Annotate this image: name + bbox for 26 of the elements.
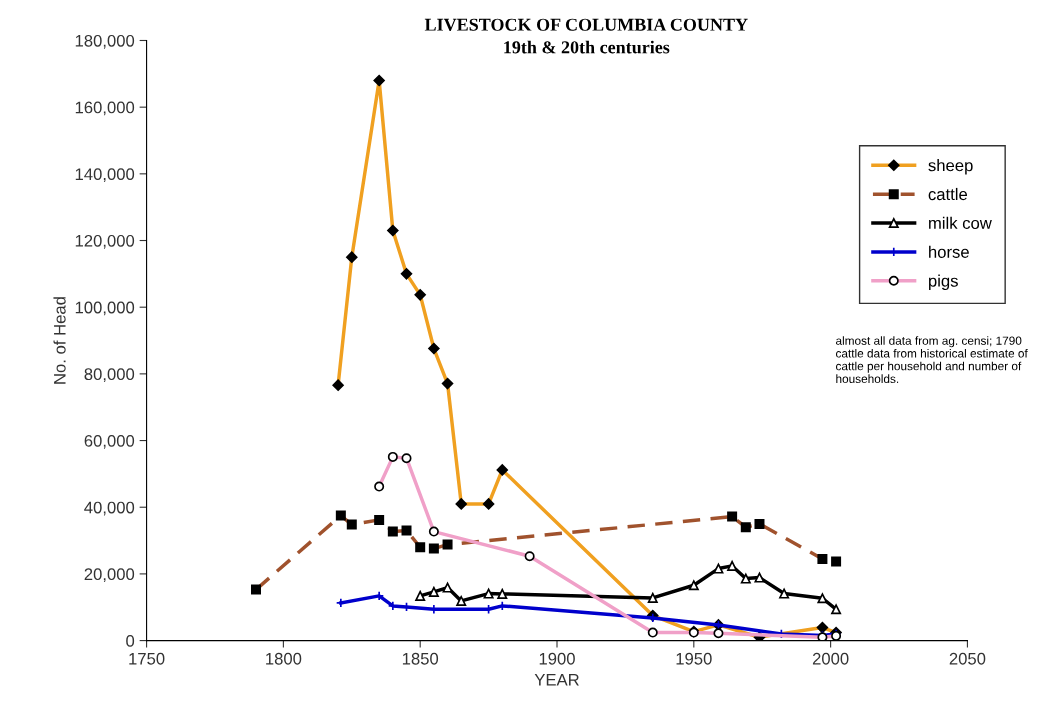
annotation: almost all data from ag. censi; 1790 cattle data from historical estimate of cattle per household and number of households. [836,336,1028,384]
y-tick-label: 60,000 [84,434,135,449]
y-tick-label: 140,000 [75,168,135,183]
x-tick-label: 2050 [949,652,986,665]
x-tick-label: 1850 [402,652,439,665]
y-tick-label: 80,000 [84,368,135,383]
x-tick-label: 2000 [812,652,849,665]
legend-label: pigs [929,274,958,291]
y-tick-label: 0 [126,634,135,647]
x-tick-label: 1900 [539,652,575,665]
y-tick-label: 100,000 [75,301,135,316]
legend-label: horse [929,245,969,258]
y-tick-label: 180,000 [75,34,135,49]
legend-label: milk cow [929,216,992,230]
y-tick-label: 40,000 [84,501,135,516]
x-axis-title: YEAR [534,674,579,686]
y-axis-title: No. of Head [53,297,66,384]
y-tick-label: 20,000 [84,568,135,583]
chart-title: LIVESTOCK OF COLUMBIA COUNTY 19th & 20th centuries [424,18,748,54]
y-tick-label: 120,000 [75,234,135,249]
y-tick-label: 160,000 [75,101,135,116]
x-tick-label: 1950 [676,652,712,665]
legend-label: cattle [928,187,968,201]
x-tick-label: 1800 [266,652,302,665]
legend-label: sheep [928,159,973,175]
x-tick-label: 1750 [129,652,165,665]
